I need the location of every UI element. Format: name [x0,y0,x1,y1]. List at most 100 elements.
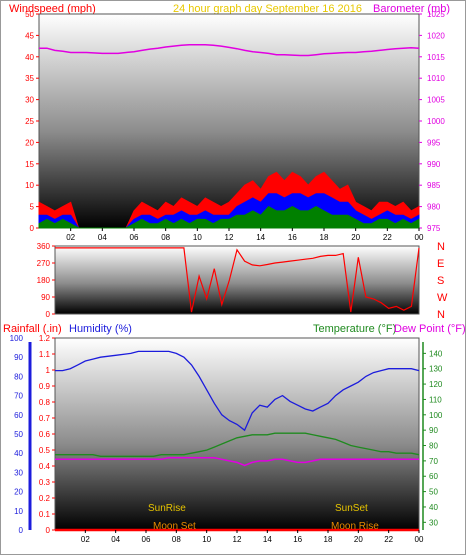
compass-label: E [437,258,444,270]
x-tick-label: 08 [161,233,170,242]
x-tick-label: 12 [233,535,242,544]
sunset-label: SunSet [335,503,368,514]
baro-y-tick-label: 1005 [427,96,445,105]
x-tick-label: 22 [384,535,393,544]
x-tick-label: 12 [225,233,234,242]
humidity-y-tick-label: 0 [19,526,24,535]
barometer-line [39,44,420,57]
rain-y-tick-label: 0.6 [39,430,51,439]
temp-y-tick-label: 80 [429,442,438,451]
rain-y-tick-label: 0 [46,526,51,535]
temp-y-tick-label: 140 [429,349,443,358]
baro-y-tick-label: 975 [427,224,441,233]
x-tick-label: 14 [256,233,265,242]
humidity-y-tick-label: 20 [14,488,23,497]
climate-panel-background [54,337,420,531]
humidity-y-tick-label: 80 [14,372,23,381]
humidity-y-tick-label: 30 [14,468,23,477]
x-tick-label: 10 [193,233,202,242]
wind-y-tick-label: 45 [25,31,34,40]
compass-label: N [437,241,445,253]
baro-y-tick-label: 990 [427,160,441,169]
baro-y-tick-label: 1000 [427,117,445,126]
rain-y-tick-label: 0.4 [39,462,51,471]
wind-y-tick-label: 25 [25,117,34,126]
rainfall-axis-title: Rainfall (.in) [3,323,62,335]
compass-label: W [437,292,448,304]
rain-y-tick-label: 0.2 [39,494,51,503]
rain-y-tick-label: 0.1 [39,510,51,519]
sunrise-label: SunRise [148,503,186,514]
x-tick-label: 20 [354,535,363,544]
temp-y-tick-label: 60 [429,472,438,481]
direction-y-tick-label: 90 [41,293,50,302]
x-tick-label: 04 [111,535,120,544]
temp-y-tick-label: 40 [429,503,438,512]
temp-y-tick-label: 30 [429,518,438,527]
humidity-line [55,350,420,432]
direction-panel: 0 N 90 W 180 S 270 E 360 N [37,241,448,321]
direction-panel-background [54,245,420,315]
direction-y-tick-label: 0 [46,310,51,319]
wind-y-tick-label: 30 [25,96,34,105]
baro-y-tick-label: 980 [427,203,441,212]
wind-y-tick-label: 50 [25,10,34,19]
humidity-y-tick-label: 100 [10,334,24,343]
x-tick-label: 16 [293,535,302,544]
temp-y-tick-label: 120 [429,380,443,389]
baro-y-tick-label: 985 [427,181,441,190]
x-tick-label: 06 [142,535,151,544]
humidity-y-tick-label: 40 [14,449,23,458]
x-tick-label: 02 [81,535,90,544]
chart-date-title: 24 hour graph day September 16 2016 [173,3,362,15]
x-tick-label: 04 [98,233,107,242]
wind-y-tick-label: 10 [25,181,34,190]
temp-y-tick-label: 100 [429,411,443,420]
x-tick-label: 10 [202,535,211,544]
humidity-y-tick-label: 50 [14,430,23,439]
temperature-axis-title: Temperature (°F) [313,323,396,335]
rain-y-tick-label: 0.9 [39,382,51,391]
compass-label: N [437,309,445,321]
dewpoint-line [55,457,419,467]
rain-y-tick-label: 0.5 [39,446,51,455]
temp-y-tick-label: 50 [429,488,438,497]
x-tick-label: 02 [66,233,75,242]
x-tick-label: 06 [130,233,139,242]
baro-y-tick-label: 995 [427,138,441,147]
x-tick-label: 18 [324,535,333,544]
baro-y-tick-label: 1020 [427,31,445,40]
x-tick-label: 00 [415,535,424,544]
x-tick-label: 22 [383,233,392,242]
humidity-y-tick-label: 70 [14,392,23,401]
baro-y-tick-label: 1025 [427,10,445,19]
x-tick-label: 08 [172,535,181,544]
wind-panel: 0510152025303540455097598098599099510001… [25,10,445,242]
wind-y-tick-label: 35 [25,74,34,83]
x-tick-label: 20 [351,233,360,242]
x-tick-label: 16 [288,233,297,242]
humidity-y-tick-label: 90 [14,353,23,362]
moonrise-label: Moon Rise [331,521,379,532]
direction-y-tick-label: 180 [37,276,51,285]
wind-y-tick-label: 0 [30,224,35,233]
temp-y-tick-label: 70 [429,457,438,466]
temp-y-tick-label: 110 [429,395,442,404]
temp-y-tick-label: 130 [429,365,443,374]
x-tick-label: 14 [263,535,272,544]
wind-y-tick-label: 5 [30,203,35,212]
wind-y-tick-label: 40 [25,53,34,62]
baro-y-tick-label: 1015 [427,53,445,62]
humidity-y-tick-label: 60 [14,411,23,420]
humidity-y-tick-label: 10 [14,507,23,516]
moonset-label: Moon Set [153,521,196,532]
x-tick-label: 18 [320,233,329,242]
windspeed-axis-title: Windspeed (mph) [9,3,96,15]
rain-y-tick-label: 1.2 [39,334,51,343]
wind-panel-background [38,13,420,229]
wind-y-tick-label: 15 [25,160,34,169]
rain-y-tick-label: 0.7 [39,414,51,423]
rain-y-tick-label: 0.8 [39,398,51,407]
